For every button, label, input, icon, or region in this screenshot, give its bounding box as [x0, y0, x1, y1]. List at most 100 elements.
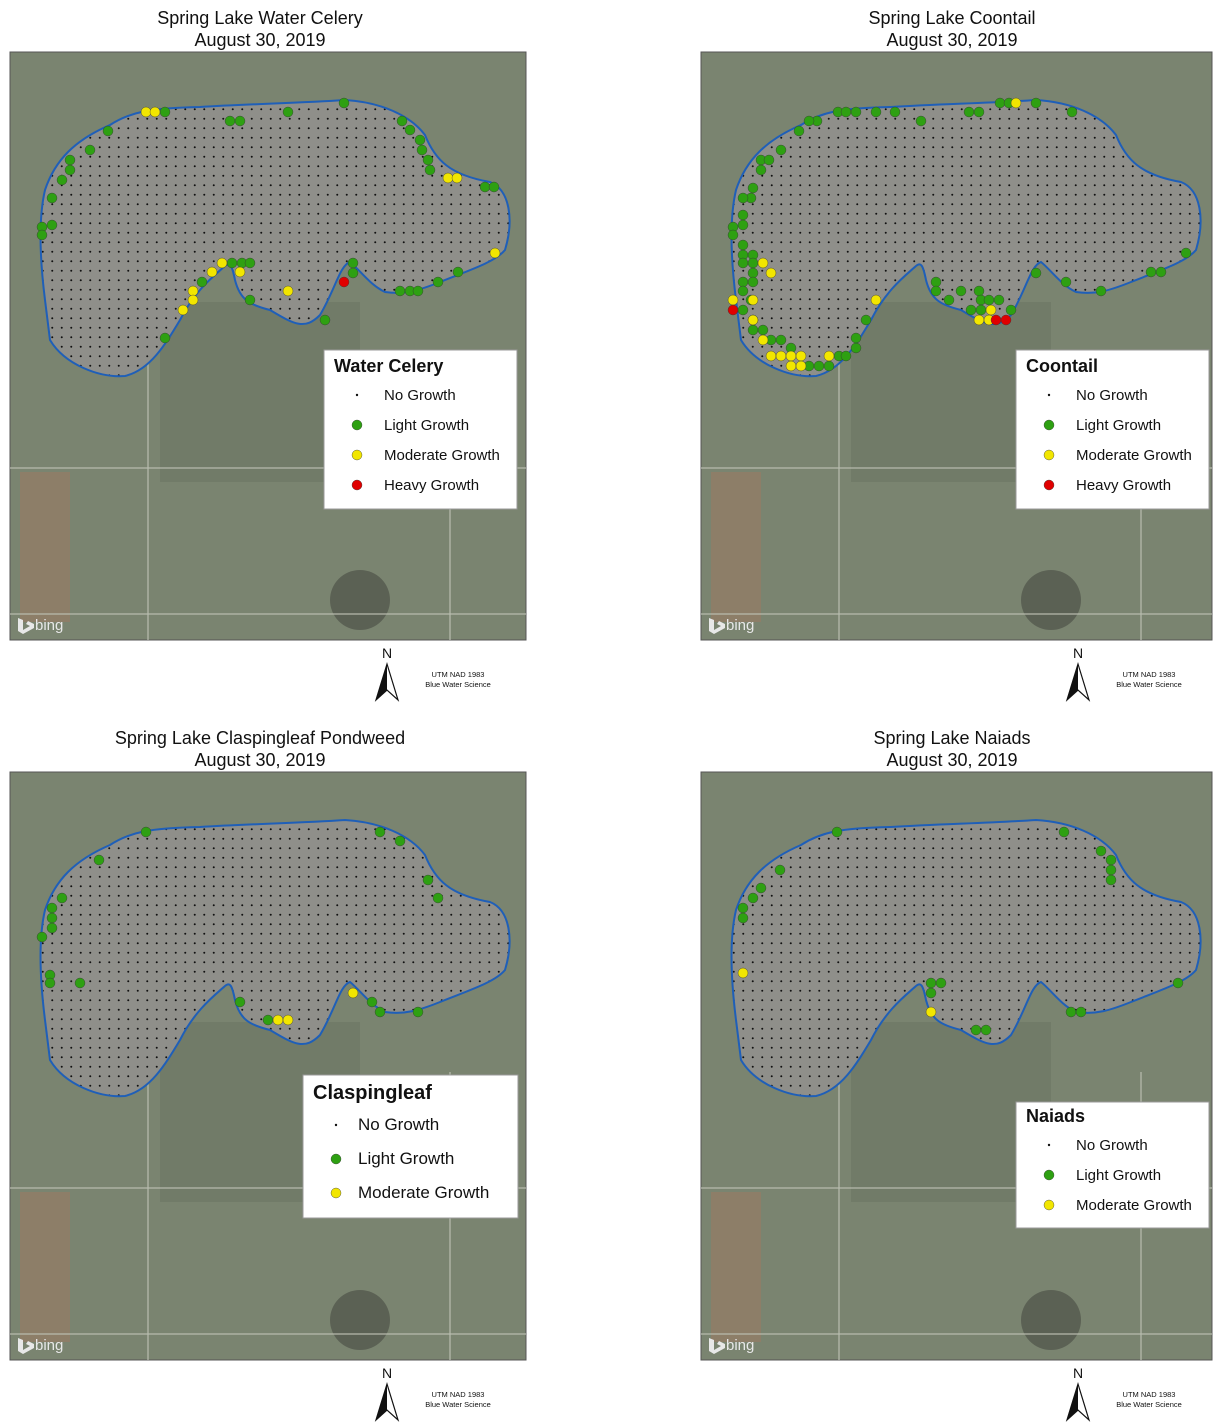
survey-point	[981, 1025, 991, 1035]
map-panel: Spring Lake CoontailAugust 30, 2019bingC…	[701, 8, 1212, 700]
credit-text: UTM NAD 1983	[1123, 670, 1176, 679]
map-panel: Spring Lake NaiadsAugust 30, 2019bingNai…	[701, 728, 1212, 1420]
map-date: August 30, 2019	[886, 30, 1017, 50]
survey-point	[794, 126, 804, 136]
survey-point	[443, 173, 453, 183]
legend-symbol	[1044, 450, 1054, 460]
legend-label: Light Growth	[358, 1149, 454, 1168]
survey-point	[160, 333, 170, 343]
legend-label: Moderate Growth	[1076, 1197, 1192, 1214]
survey-point	[995, 98, 1005, 108]
survey-point	[433, 277, 443, 287]
survey-point	[47, 923, 57, 933]
legend-label: No Growth	[358, 1115, 439, 1134]
survey-point	[1096, 846, 1106, 856]
survey-point	[776, 145, 786, 155]
survey-point	[956, 286, 966, 296]
survey-point	[227, 258, 237, 268]
survey-point	[489, 182, 499, 192]
survey-point	[1181, 248, 1191, 258]
survey-point	[728, 295, 738, 305]
survey-point	[890, 107, 900, 117]
legend-title: Water Celery	[334, 356, 443, 376]
survey-point	[375, 827, 385, 837]
survey-point	[916, 116, 926, 126]
survey-point	[841, 107, 851, 117]
survey-point	[94, 855, 104, 865]
figure: Spring Lake Water CeleryAugust 30, 2019b…	[0, 0, 1214, 1422]
survey-point	[851, 107, 861, 117]
survey-point	[748, 893, 758, 903]
survey-point	[738, 258, 748, 268]
survey-point	[738, 903, 748, 913]
survey-point	[804, 116, 814, 126]
field-patch	[711, 1192, 761, 1342]
survey-point	[57, 893, 67, 903]
survey-point	[75, 978, 85, 988]
map-title: Spring Lake Coontail	[868, 8, 1035, 28]
survey-point	[273, 1015, 283, 1025]
survey-point	[283, 286, 293, 296]
survey-point	[851, 343, 861, 353]
survey-point	[1156, 267, 1166, 277]
credit-text: UTM NAD 1983	[432, 670, 485, 679]
legend-title: Naiads	[1026, 1106, 1085, 1126]
credit-text: Blue Water Science	[425, 680, 491, 689]
survey-point	[339, 98, 349, 108]
credit-text: UTM NAD 1983	[1123, 1390, 1176, 1399]
survey-point	[796, 351, 806, 361]
survey-point	[425, 165, 435, 175]
legend-label: Light Growth	[384, 417, 469, 434]
survey-point	[207, 267, 217, 277]
survey-point	[748, 325, 758, 335]
bing-logo: bing	[726, 617, 754, 634]
survey-point	[339, 277, 349, 287]
north-label: N	[382, 645, 392, 661]
survey-point	[1031, 268, 1041, 278]
legend-label: Heavy Growth	[384, 477, 479, 494]
legend-title: Claspingleaf	[313, 1082, 432, 1104]
legend-symbol	[331, 1154, 341, 1164]
legend-symbol	[352, 480, 362, 490]
survey-point	[738, 193, 748, 203]
survey-point	[758, 335, 768, 345]
bing-logo: bing	[35, 1337, 63, 1354]
survey-point	[964, 107, 974, 117]
survey-point	[758, 258, 768, 268]
survey-point	[433, 893, 443, 903]
survey-point	[490, 248, 500, 258]
dark-patch	[1021, 570, 1081, 630]
survey-point	[415, 135, 425, 145]
field-patch	[20, 472, 70, 622]
survey-point	[748, 277, 758, 287]
survey-point	[197, 277, 207, 287]
survey-point	[367, 997, 377, 1007]
dark-patch	[330, 570, 390, 630]
survey-point	[776, 351, 786, 361]
survey-point	[841, 351, 851, 361]
survey-point	[405, 125, 415, 135]
legend-symbol	[352, 420, 362, 430]
survey-point	[991, 315, 1001, 325]
survey-point	[245, 295, 255, 305]
survey-point	[225, 116, 235, 126]
survey-point	[786, 361, 796, 371]
survey-point	[283, 1015, 293, 1025]
survey-point	[423, 875, 433, 885]
survey-point	[45, 978, 55, 988]
legend-label: Light Growth	[1076, 417, 1161, 434]
dark-patch	[1021, 1290, 1081, 1350]
survey-point	[944, 295, 954, 305]
survey-point	[235, 116, 245, 126]
survey-point	[480, 182, 490, 192]
survey-point	[738, 210, 748, 220]
credit-text: Blue Water Science	[1116, 1400, 1182, 1409]
survey-point	[413, 286, 423, 296]
survey-point	[160, 107, 170, 117]
survey-point	[1066, 1007, 1076, 1017]
survey-point	[758, 325, 768, 335]
survey-point	[776, 335, 786, 345]
survey-point	[395, 286, 405, 296]
map-title: Spring Lake Naiads	[873, 728, 1030, 748]
map-date: August 30, 2019	[194, 30, 325, 50]
